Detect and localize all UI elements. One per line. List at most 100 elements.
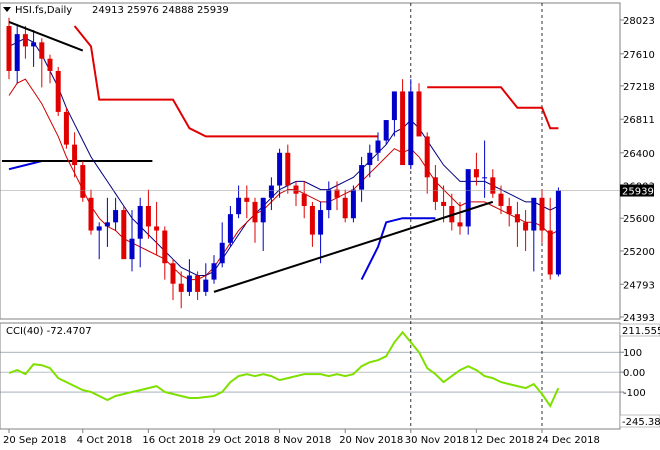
time-tick-label: 29 Oct 2018: [208, 435, 270, 446]
candle: [6, 17, 12, 80]
candle-body: [252, 201, 258, 223]
price-tick-label: 25600: [623, 214, 655, 225]
candle: [80, 160, 86, 202]
candle: [252, 197, 258, 243]
candle: [47, 54, 53, 84]
collapse-arrow-icon[interactable]: [3, 7, 11, 12]
candle-body: [227, 214, 233, 243]
candle-body: [47, 58, 53, 71]
candle: [268, 177, 274, 211]
candle-body: [63, 111, 69, 145]
candle-body: [31, 42, 37, 47]
cci-tick-label: 100: [623, 348, 642, 359]
candle-body: [473, 169, 479, 178]
candle-body: [14, 34, 20, 71]
candle-body: [104, 222, 110, 227]
candle: [547, 197, 553, 280]
candle: [408, 79, 414, 170]
candle: [432, 165, 438, 211]
candle-body: [154, 226, 160, 231]
candle: [72, 132, 78, 178]
candle-body: [22, 34, 28, 47]
candle: [236, 185, 242, 219]
time-tick-label: 12 Dec 2018: [470, 435, 534, 446]
candle-body: [88, 197, 94, 231]
candle: [162, 226, 168, 280]
candle: [465, 169, 471, 235]
candle: [244, 185, 250, 219]
candle: [137, 197, 143, 268]
time-tick-label: 30 Nov 2018: [405, 435, 469, 446]
cci-range-label: -245.384: [622, 417, 660, 428]
price-tick-label: 24793: [623, 280, 655, 291]
symbol-label: HSI.fs,Daily: [15, 5, 72, 16]
candle: [400, 79, 406, 166]
time-tick-label: 24 Dec 2018: [536, 435, 600, 446]
time-tick-label: 16 Oct 2018: [142, 435, 204, 446]
candle-body: [137, 205, 143, 239]
candle: [350, 185, 356, 223]
candle: [391, 91, 397, 137]
candle: [211, 255, 217, 284]
candle-body: [121, 210, 127, 260]
candle-body: [170, 263, 176, 284]
cci-label: CCI(40) -72.4707: [6, 326, 92, 337]
cci-series-line: [8, 330, 560, 409]
candle-body: [203, 279, 209, 292]
time-tick-label: 4 Oct 2018: [77, 435, 132, 446]
candle-body: [96, 226, 102, 231]
cci-axis: 100 0.00 -100: [0, 348, 646, 399]
candle: [39, 38, 45, 88]
candle-body: [334, 189, 340, 198]
candle-body: [326, 189, 332, 211]
current-price-box: [620, 184, 654, 197]
candle-body: [350, 189, 356, 219]
candle: [170, 259, 176, 301]
candle-body: [277, 152, 283, 186]
candle-body: [514, 214, 520, 223]
candle-body: [113, 210, 119, 223]
candle: [96, 222, 102, 260]
price-tick-label: 24393: [623, 313, 655, 324]
candle: [523, 210, 529, 251]
candle: [555, 187, 561, 277]
candle: [227, 205, 233, 247]
candle-body: [383, 120, 389, 141]
candle-body: [293, 185, 299, 194]
candle: [219, 222, 225, 268]
cci-tick-label: 0.00: [623, 368, 645, 379]
candle-body: [400, 91, 406, 166]
candle: [121, 205, 127, 260]
candle: [342, 189, 348, 223]
candle-body: [178, 283, 184, 292]
price-tick-label: 27610: [623, 50, 655, 61]
candle: [63, 107, 69, 149]
candle: [195, 271, 201, 301]
price-panel-frame: [0, 2, 621, 320]
candle: [178, 271, 184, 309]
candle: [383, 120, 389, 145]
candle-body: [531, 197, 537, 231]
blue-step-line: [360, 217, 436, 281]
candle: [416, 83, 422, 137]
candle: [473, 152, 479, 186]
current-price-label: 25939: [622, 187, 654, 198]
candle-body: [6, 25, 12, 71]
candle: [309, 201, 315, 247]
trendline: [213, 200, 494, 293]
candle-body: [55, 70, 61, 112]
candle-body: [72, 144, 78, 166]
cci-range-label: 211.5552: [622, 326, 660, 337]
time-axis: 20 Sep 2018 4 Oct 2018 16 Oct 2018 29 Oct 2…: [3, 429, 600, 446]
price-tick-label: 25200: [623, 247, 655, 258]
candle-body: [498, 193, 504, 206]
candle-body: [391, 91, 397, 121]
candle: [293, 181, 299, 206]
ohlc-readout: 24913 25976 24888 25939: [92, 5, 229, 16]
candle-body: [367, 152, 373, 166]
candle: [326, 181, 332, 219]
candle-body: [416, 91, 422, 137]
candle: [318, 201, 324, 264]
cci-tick-label: -100: [623, 388, 646, 399]
candle: [22, 25, 28, 59]
